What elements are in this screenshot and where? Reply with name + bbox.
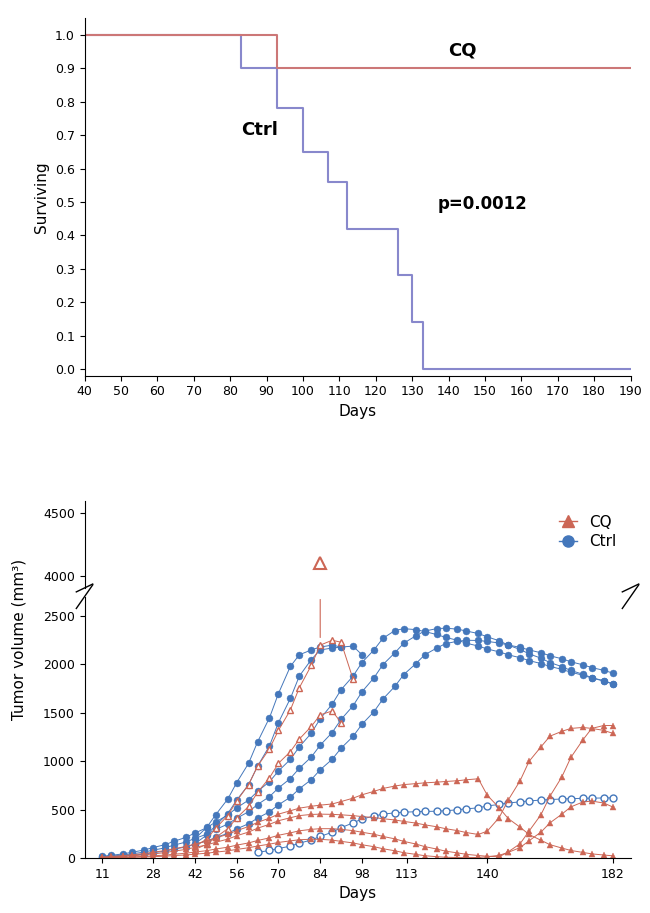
Legend: CQ, Ctrl: CQ, Ctrl — [553, 509, 623, 555]
Text: Tumor volume (mm³): Tumor volume (mm³) — [12, 559, 27, 719]
Text: CQ: CQ — [448, 41, 477, 59]
Y-axis label: Surviving: Surviving — [34, 162, 49, 233]
X-axis label: Days: Days — [339, 404, 376, 419]
Text: p=0.0012: p=0.0012 — [437, 194, 527, 213]
Text: Ctrl: Ctrl — [241, 121, 278, 139]
X-axis label: Days: Days — [339, 887, 376, 901]
